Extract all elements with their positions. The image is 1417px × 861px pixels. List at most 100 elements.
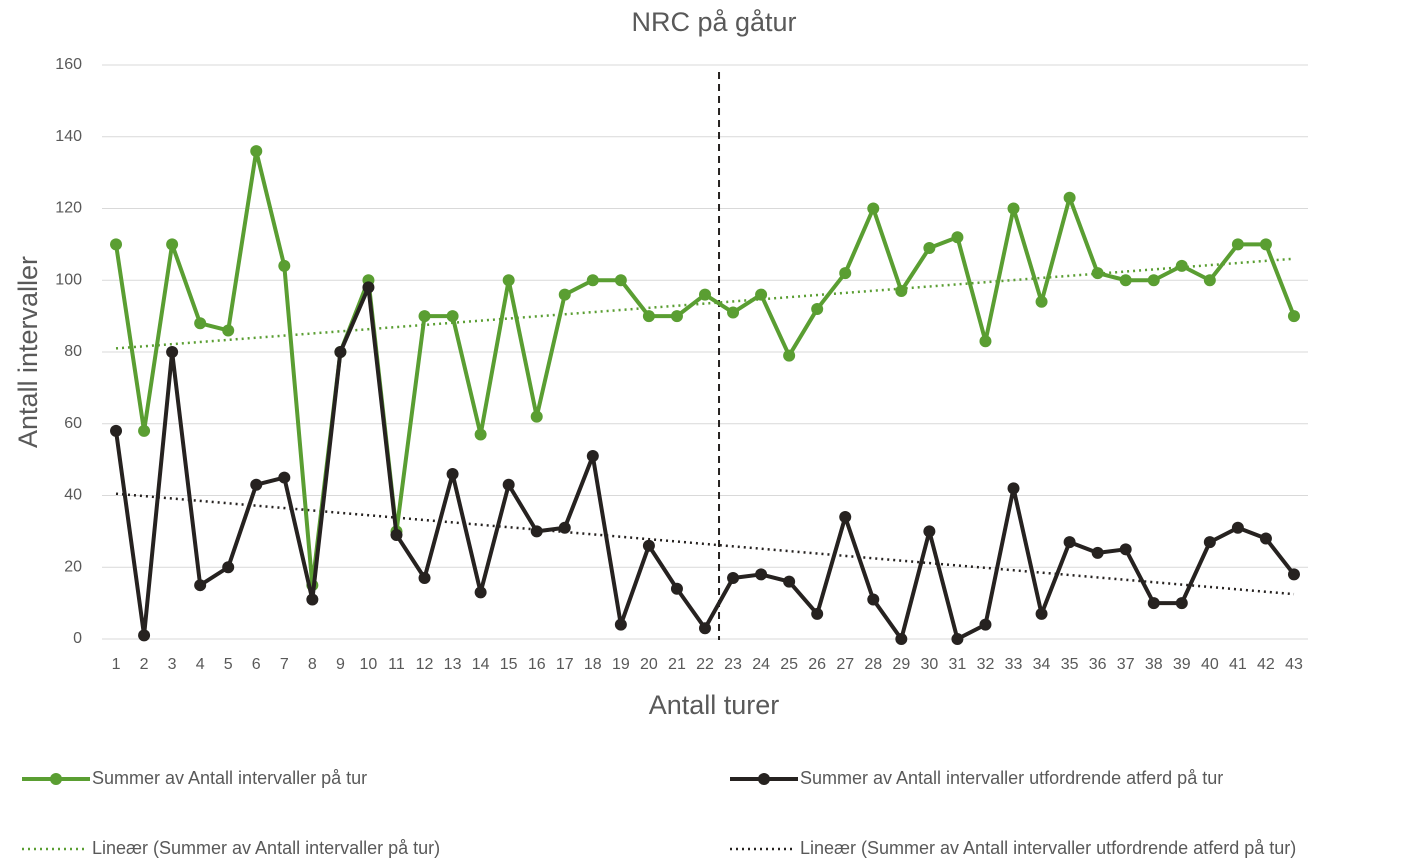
x-tick-label: 1 [112,656,121,673]
data-point [1119,543,1132,556]
data-point [1063,536,1076,549]
data-point [699,622,711,635]
data-point [1035,295,1048,308]
x-tick-label: 33 [1005,656,1023,673]
data-point [194,579,207,592]
y-tick-label: 100 [55,271,82,288]
data-point [558,521,571,534]
y-tick-label: 140 [55,128,82,145]
data-point [222,561,235,574]
x-tick-label: 5 [224,656,233,673]
data-point [362,281,375,294]
x-tick-label: 8 [308,656,317,673]
x-tick-label: 14 [472,656,490,673]
data-point [418,310,431,323]
x-tick-label: 39 [1173,656,1191,673]
data-point [194,317,207,330]
data-point [390,528,403,541]
data-point [642,539,655,552]
x-tick-label: 6 [252,656,261,673]
y-tick-label: 160 [55,56,82,73]
data-point [278,259,291,272]
data-point [979,618,992,631]
x-tick-label: 32 [977,656,995,673]
x-tick-label: 10 [360,656,378,673]
legend-swatch-marker [758,773,770,785]
data-point [166,238,179,251]
data-point [1231,238,1244,251]
x-tick-label: 16 [528,656,546,673]
data-point [558,288,571,301]
data-point [1175,597,1188,610]
data-point [138,629,151,642]
data-point [1007,202,1020,215]
x-tick-label: 27 [836,656,854,673]
data-point [923,241,936,254]
chart-title: NRC på gåtur [631,7,796,37]
x-tick-label: 37 [1117,656,1135,673]
data-point [670,582,683,595]
data-point [951,633,964,645]
data-point [1119,274,1132,287]
x-tick-label: 41 [1229,656,1247,673]
x-tick-label: 22 [696,656,714,673]
data-point [1231,521,1244,534]
data-point [755,568,768,581]
x-tick-label: 13 [444,656,462,673]
data-point [755,288,768,301]
data-point [867,593,880,606]
data-point [586,274,599,287]
x-tick-label: 9 [336,656,345,673]
data-point [979,335,992,348]
data-point [110,238,123,251]
trend-line [115,257,1295,350]
x-tick-label: 31 [949,656,967,673]
data-point [727,306,740,319]
data-point [1063,191,1076,204]
x-tick-label: 36 [1089,656,1107,673]
data-point [783,349,796,362]
x-tick-label: 3 [168,656,177,673]
data-point [446,467,459,480]
data-point [1203,274,1216,287]
x-tick-label: 40 [1201,656,1219,673]
x-tick-label: 2 [140,656,149,673]
x-tick-label: 42 [1257,656,1275,673]
data-point [923,525,936,538]
data-point [306,593,319,606]
data-point [1203,536,1216,549]
data-point [699,288,711,301]
y-tick-label: 40 [64,487,82,504]
data-point [1007,482,1020,495]
y-axis-title: Antall intervaller [13,256,43,448]
y-tick-label: 80 [64,343,82,360]
x-tick-label: 23 [724,656,742,673]
x-tick-label: 21 [668,656,686,673]
x-tick-label: 25 [780,656,798,673]
x-tick-label: 34 [1033,656,1051,673]
data-point [895,633,908,645]
data-point [1091,267,1104,280]
data-point [138,424,151,437]
data-point [1035,607,1048,620]
legend-swatch-marker [50,773,62,785]
data-point [250,478,263,491]
x-tick-label: 30 [920,656,938,673]
legend-label: Summer av Antall intervaller utfordrende… [800,768,1223,788]
data-point [614,274,627,287]
x-tick-label: 15 [500,656,518,673]
x-tick-label: 26 [808,656,826,673]
data-point [1175,259,1188,272]
data-point [502,274,515,287]
x-tick-label: 28 [864,656,882,673]
data-point [951,231,964,244]
data-point [278,471,291,484]
x-tick-label: 19 [612,656,630,673]
x-tick-label: 35 [1061,656,1079,673]
data-point [670,310,683,323]
data-point [474,428,487,441]
trend-line [115,492,1295,596]
x-axis-title: Antall turer [649,690,780,720]
data-point [895,285,908,298]
